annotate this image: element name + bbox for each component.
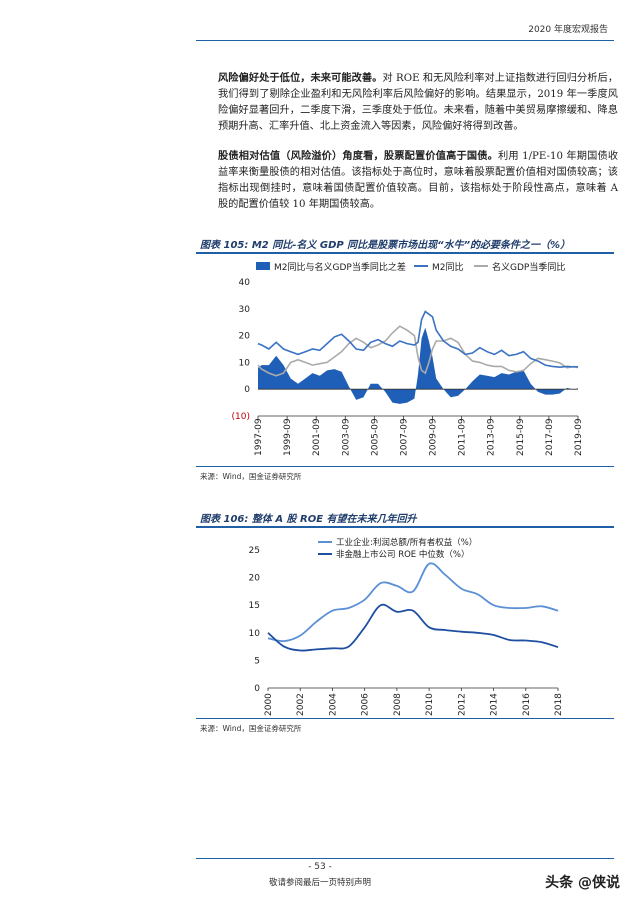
chart2-xtick-label: 2010 (425, 693, 435, 716)
series-gdp-line (257, 325, 579, 377)
paragraph-valuation-lead: 股债相对估值（风险溢价）角度看，股票配置价值高于国债。 (218, 150, 498, 162)
legend-label-industrial: 工业企业:利润总额/所有者权益（%） (336, 537, 477, 548)
figure-105-bottom-rule (196, 466, 614, 467)
legend-label-roe: 非金融上市公司 ROE 中位数（%） (336, 549, 469, 560)
figure-106-source: 来源：Wind，国金证券研究所 (200, 724, 302, 733)
chart1-ytick-label: 30 (239, 305, 251, 315)
paragraph-valuation-body: 利用 1/PE-10 年期国债收益率来衡量股债的相对估值。该指标处于高位时，意味… (218, 151, 619, 210)
chart2-ytick-label: 20 (249, 574, 261, 584)
legend-swatch-diff (256, 262, 270, 270)
series-m2-line (257, 310, 579, 369)
figure-105-top-rule (196, 252, 614, 254)
figure-105-title: 图表 105: M2 同比-名义 GDP 同比是股票市场出现“水牛”的必要条件之… (200, 240, 571, 251)
chart2-ytick-label: 25 (249, 546, 260, 556)
chart1-xtick-label: 2015-09 (516, 418, 526, 456)
chart1-ytick-label: 20 (239, 332, 251, 342)
chart1-xtick-label: 2009-09 (429, 418, 439, 456)
chart1-xtick-label: 2011-09 (458, 418, 468, 456)
legend-label-m2: M2同比 (432, 261, 464, 273)
chart2-xtick-label: 2000 (264, 693, 274, 716)
footer-disclaimer: 敬请参阅最后一页特别声明 (268, 878, 371, 888)
chart1-xtick-label: 2019-09 (574, 418, 584, 456)
legend-label-diff: M2同比与名义GDP当季同比之差 (274, 261, 406, 273)
paragraph-risk-appetite-body: 对 ROE 和无风险利率对上证指数进行回归分析后，我们得到了剔除企业盈利和无风险… (218, 73, 619, 132)
chart2-xtick-label: 2014 (490, 693, 500, 716)
chart1-ytick-label: (10) (232, 412, 250, 422)
series-industrial-profit-line (267, 562, 559, 643)
chart1-xtick-label: 2005-09 (370, 418, 380, 456)
chart-m2-gdp: M2同比与名义GDP当季同比之差 M2同比 名义GDP当季同比 (10) 0 10 20 30… (232, 261, 584, 456)
footer-divider (196, 858, 614, 859)
chart1-ytick-label: 10 (239, 358, 251, 368)
paragraph-risk-appetite: 风险偏好处于低位，未来可能改善。对 ROE 和无风险利率对上证指数进行回归分析后… (218, 70, 618, 135)
paragraph-valuation: 股债相对估值（风险溢价）角度看，股票配置价值高于国债。利用 1/PE-10 年期… (218, 148, 618, 213)
chart2-ytick-label: 0 (254, 684, 260, 694)
figure-105-source: 来源：Wind，国金证券研究所 (200, 472, 302, 481)
chart2-ytick-label: 10 (249, 629, 261, 639)
chart1-ytick-label: 0 (244, 385, 250, 395)
chart1-xtick-label: 1999-09 (283, 418, 293, 456)
paragraph-risk-appetite-lead: 风险偏好处于低位，未来可能改善。 (218, 72, 383, 84)
chart2-xtick-label: 2018 (554, 693, 564, 716)
page-number: - 53 - (308, 862, 332, 872)
series-diff-area (258, 327, 578, 404)
figure-106-bottom-rule (196, 718, 614, 719)
legend-label-gdp: 名义GDP当季同比 (492, 261, 565, 273)
chart1-xtick-label: 2017-09 (545, 418, 555, 456)
chart1-legend: M2同比与名义GDP当季同比之差 M2同比 名义GDP当季同比 (256, 261, 565, 273)
chart2-xtick-label: 2002 (296, 693, 306, 716)
watermark: 头条 @侠说 (545, 875, 620, 891)
chart-roe: 工业企业:利润总额/所有者权益（%）非金融上市公司 ROE 中位数（%） 0 5 10… (249, 537, 564, 716)
chart2-xtick-label: 2008 (393, 693, 403, 716)
series-roe-median-line (267, 603, 559, 652)
figure-106-title: 图表 106: 整体 A 股 ROE 有望在未来几年回升 (200, 514, 417, 525)
report-header-title: 2020 年度宏观报告 (528, 25, 608, 35)
chart2-xtick-label: 2016 (522, 693, 532, 716)
figure-106-top-rule (196, 526, 614, 528)
chart1-xtick-label: 2001-09 (312, 418, 322, 456)
chart1-ytick-label: 40 (239, 278, 251, 288)
chart1-xtick-label: 1997-09 (254, 418, 264, 456)
chart2-ytick-label: 15 (249, 601, 260, 611)
header-divider (196, 40, 614, 41)
chart2-ytick-label: 5 (254, 656, 260, 666)
chart2-xtick-label: 2006 (361, 693, 371, 716)
chart1-xtick-label: 2013-09 (487, 418, 497, 456)
chart2-xtick-label: 2012 (457, 693, 467, 716)
chart2-xtick-label: 2004 (328, 693, 338, 716)
chart1-xtick-label: 2007-09 (399, 418, 409, 456)
chart2-legend: 工业企业:利润总额/所有者权益（%）非金融上市公司 ROE 中位数（%） (318, 537, 477, 560)
chart1-xtick-label: 2003-09 (341, 418, 351, 456)
